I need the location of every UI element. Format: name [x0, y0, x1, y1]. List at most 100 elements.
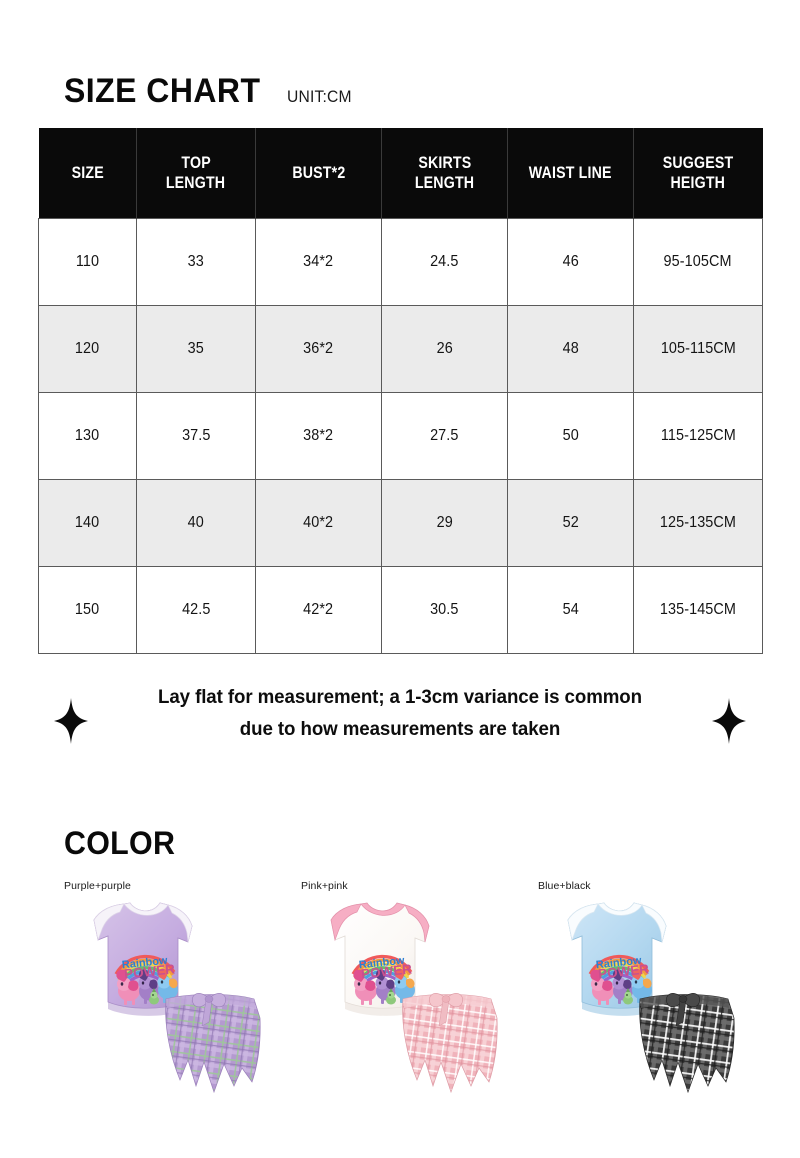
cell-skirt-length: 26: [381, 305, 508, 393]
measurement-note-line-2: due to how measurements are taken: [239, 717, 561, 740]
graphic-text-rainbow: Rainbow: [358, 955, 405, 972]
table-header: SIZE TOP LENGTH BUST*2 SKIRTS LENGTH WAI…: [38, 128, 763, 219]
table-row: 150 42.5 42*2 30.5 54 135-145CM: [38, 566, 763, 654]
product-image-blue[interactable]: Rainbow POWER: [530, 896, 767, 1101]
cell-size-value: 150: [75, 601, 100, 618]
cell-top-length-value: 42.5: [181, 601, 211, 618]
column-header-suggest-height-line1: SUGGEST: [662, 153, 734, 172]
rainbow-power-graphic-purple: Rainbow POWER: [114, 955, 178, 1005]
cell-bust-value: 34*2: [303, 253, 334, 270]
column-header-top-length-line2: LENGTH: [166, 174, 226, 192]
color-variant-blue[interactable]: Blue+black: [530, 880, 767, 1101]
cell-bust-value: 40*2: [303, 514, 334, 531]
cell-waist-line-value: 48: [562, 340, 579, 357]
cell-skirt-length-value: 27.5: [430, 427, 459, 444]
table-row: 110 33 34*2 24.5 46 95-105CM: [38, 218, 763, 306]
cell-size-value: 120: [75, 340, 100, 357]
column-header-waist-line-line1: WAIST LINE: [529, 163, 612, 182]
cell-size: 120: [38, 305, 137, 393]
cell-size: 150: [38, 566, 137, 654]
sparkle-icon: [712, 697, 746, 744]
cell-waist-line-value: 52: [562, 514, 579, 531]
cell-waist-line: 52: [507, 479, 634, 567]
column-header-skirts-length-line2: LENGTH: [414, 174, 475, 192]
column-header-size: SIZE: [38, 128, 137, 219]
cell-waist-line: 54: [507, 566, 634, 654]
cell-bust-value: 38*2: [303, 427, 334, 444]
product-image-pink[interactable]: Rainbow POWER: [293, 896, 530, 1101]
cell-waist-line: 46: [507, 218, 634, 306]
cell-top-length-value: 40: [187, 514, 205, 531]
color-variants-row: Purple+purple: [56, 880, 768, 1101]
cell-waist-line-value: 50: [562, 427, 579, 444]
column-header-size-line1: SIZE: [71, 163, 104, 182]
rainbow-power-graphic-pink: Rainbow POWER: [351, 955, 415, 1005]
cell-size-value: 130: [75, 427, 100, 444]
plaid-skort-black: [639, 993, 735, 1094]
color-section-heading: COLOR: [64, 825, 176, 861]
graphic-text-rainbow: Rainbow: [121, 955, 168, 972]
cell-waist-line: 50: [507, 392, 634, 480]
plaid-skort-purple: [165, 993, 261, 1094]
page-title: SIZE CHART UNIT:CM: [64, 74, 357, 108]
cell-size: 110: [38, 218, 137, 306]
cell-bust: 34*2: [255, 218, 382, 306]
cell-suggest-height: 105-115CM: [633, 305, 763, 393]
column-header-skirts-length: SKIRTS LENGTH: [381, 128, 508, 219]
cell-bust: 42*2: [255, 566, 382, 654]
cell-size-value: 110: [75, 253, 100, 270]
cell-top-length-value: 37.5: [181, 427, 211, 444]
cell-top-length: 33: [136, 218, 256, 306]
color-variant-label: Blue+black: [538, 880, 591, 892]
color-variant-label: Purple+purple: [64, 880, 131, 892]
cell-waist-line: 48: [507, 305, 634, 393]
measurement-note-line-1: Lay flat for measurement; a 1-3cm varian…: [157, 686, 642, 708]
cell-skirt-length: 30.5: [381, 566, 508, 654]
table-row: 140 40 40*2 29 52 125-135CM: [38, 479, 763, 567]
size-chart-table-wrapper: SIZE TOP LENGTH BUST*2 SKIRTS LENGTH WAI…: [38, 128, 763, 654]
cell-skirt-length-value: 30.5: [430, 601, 459, 618]
cell-suggest-height-value: 125-135CM: [659, 514, 737, 531]
graphic-text-power: POWER: [123, 961, 176, 981]
column-header-top-length: TOP LENGTH: [136, 128, 256, 219]
color-variant-pink[interactable]: Pink+pink: [293, 880, 530, 1101]
table-header-row: SIZE TOP LENGTH BUST*2 SKIRTS LENGTH WAI…: [38, 128, 763, 219]
table-row: 120 35 36*2 26 48 105-115CM: [38, 305, 763, 393]
page-title-text: SIZE CHART: [64, 72, 261, 110]
cell-suggest-height-value: 115-125CM: [660, 427, 736, 444]
column-header-waist-line: WAIST LINE: [507, 128, 634, 219]
cell-suggest-height-value: 105-115CM: [660, 340, 736, 357]
cell-skirt-length-value: 24.5: [430, 253, 459, 270]
cell-suggest-height-value: 95-105CM: [663, 253, 733, 270]
cell-suggest-height-value: 135-145CM: [659, 601, 737, 618]
cell-size: 130: [38, 392, 137, 480]
cell-suggest-height: 95-105CM: [633, 218, 763, 306]
column-header-suggest-height: SUGGEST HEIGTH: [633, 128, 763, 219]
product-image-purple[interactable]: Rainbow POWER: [56, 896, 293, 1101]
cell-size: 140: [38, 479, 137, 567]
cell-skirt-length: 24.5: [381, 218, 508, 306]
cell-waist-line-value: 54: [562, 601, 579, 618]
cell-waist-line-value: 46: [562, 253, 579, 270]
cell-skirt-length-value: 26: [436, 340, 453, 357]
column-header-suggest-height-line2: HEIGTH: [670, 174, 726, 192]
size-chart-table: SIZE TOP LENGTH BUST*2 SKIRTS LENGTH WAI…: [38, 128, 763, 654]
column-header-bust: BUST*2: [255, 128, 382, 219]
cell-suggest-height: 135-145CM: [633, 566, 763, 654]
cell-top-length: 35: [136, 305, 256, 393]
measurement-note-text: Lay flat for measurement; a 1-3cm varian…: [96, 682, 704, 745]
color-variant-purple[interactable]: Purple+purple: [56, 880, 293, 1101]
page-title-unit: UNIT:CM: [287, 87, 352, 106]
plaid-skort-pink: [402, 993, 498, 1094]
rainbow-power-graphic-blue: Rainbow POWER: [588, 955, 652, 1005]
cell-top-length-value: 35: [187, 340, 205, 357]
column-header-skirts-length-line1: SKIRTS: [417, 153, 472, 172]
cell-skirt-length: 27.5: [381, 392, 508, 480]
cell-bust-value: 36*2: [303, 340, 334, 357]
cell-top-length: 42.5: [136, 566, 256, 654]
sparkle-icon: [54, 697, 88, 744]
cell-bust-value: 42*2: [303, 601, 334, 618]
table-body: 110 33 34*2 24.5 46 95-105CM 120 35 36*2…: [38, 218, 763, 654]
cell-bust: 38*2: [255, 392, 382, 480]
table-row: 130 37.5 38*2 27.5 50 115-125CM: [38, 392, 763, 480]
